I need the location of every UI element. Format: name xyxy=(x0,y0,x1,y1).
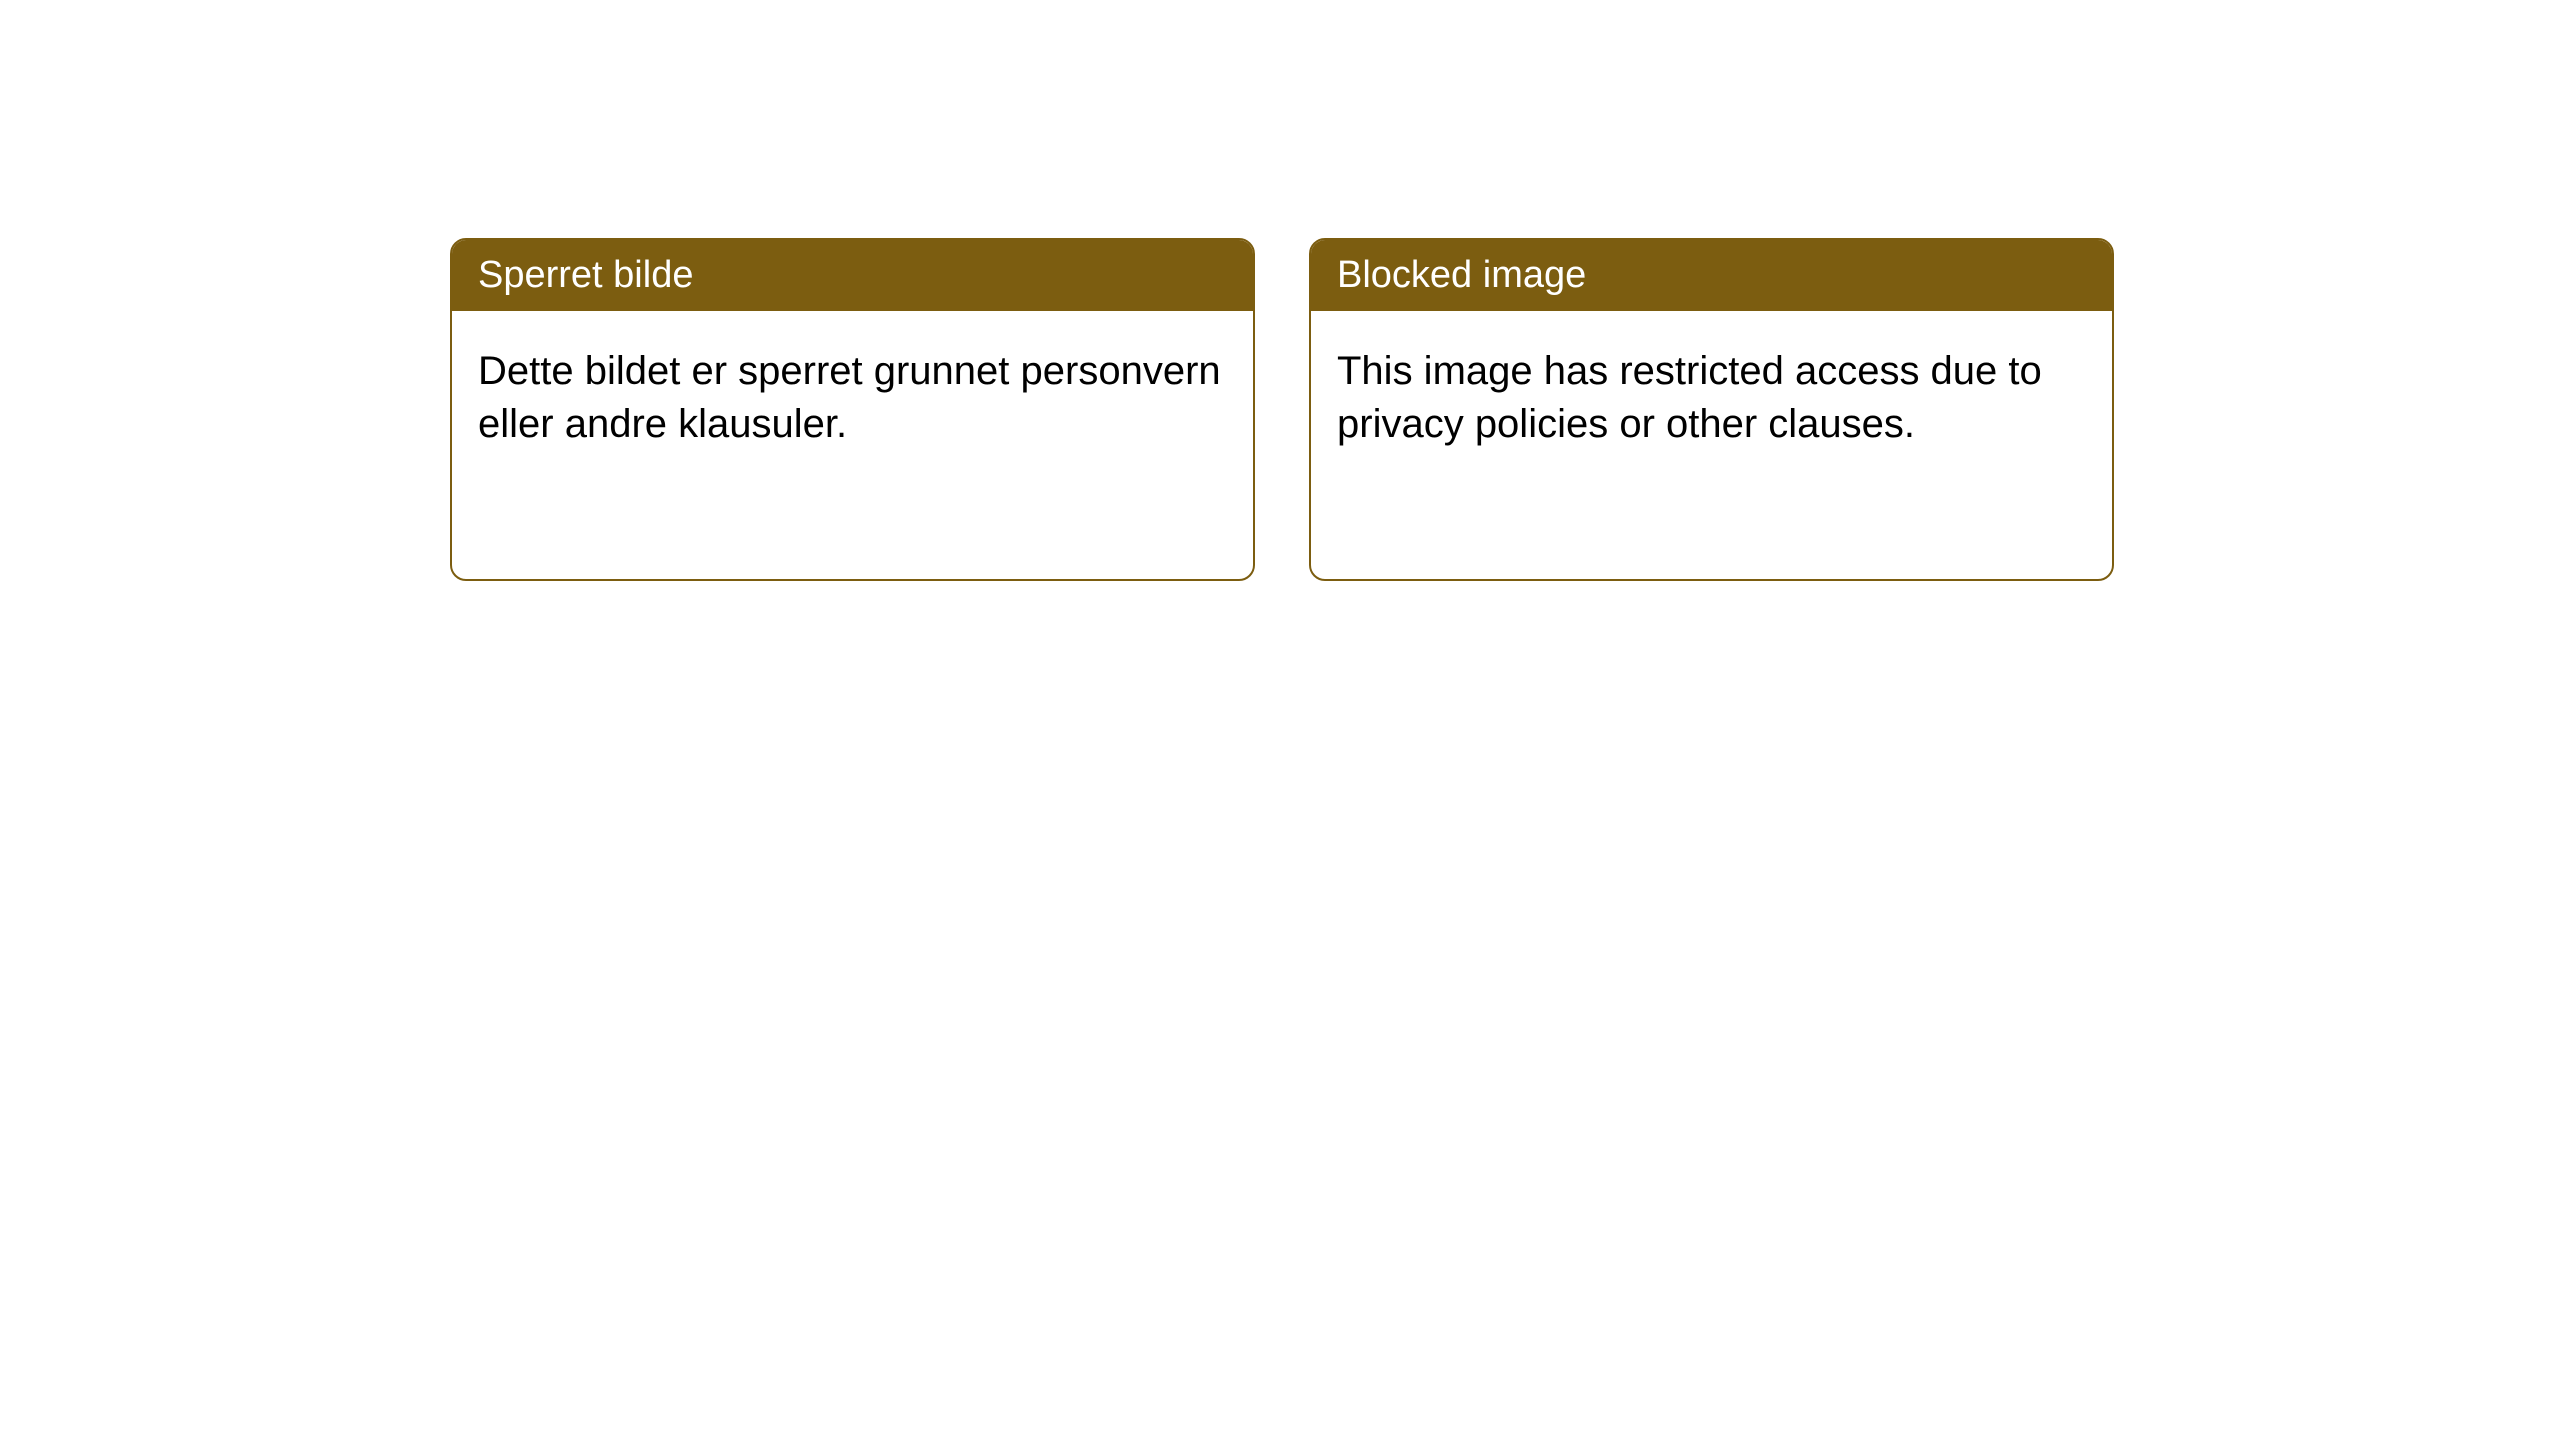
card-header: Blocked image xyxy=(1311,240,2112,311)
blocked-image-card-english: Blocked image This image has restricted … xyxy=(1309,238,2114,581)
card-title: Sperret bilde xyxy=(478,254,693,296)
card-header: Sperret bilde xyxy=(452,240,1253,311)
card-body-text: Dette bildet er sperret grunnet personve… xyxy=(478,349,1221,446)
blocked-image-card-norwegian: Sperret bilde Dette bildet er sperret gr… xyxy=(450,238,1255,581)
card-body-text: This image has restricted access due to … xyxy=(1337,349,2042,446)
cards-container: Sperret bilde Dette bildet er sperret gr… xyxy=(0,0,2560,581)
card-body: This image has restricted access due to … xyxy=(1311,311,2112,485)
card-title: Blocked image xyxy=(1337,254,1586,296)
card-body: Dette bildet er sperret grunnet personve… xyxy=(452,311,1253,485)
